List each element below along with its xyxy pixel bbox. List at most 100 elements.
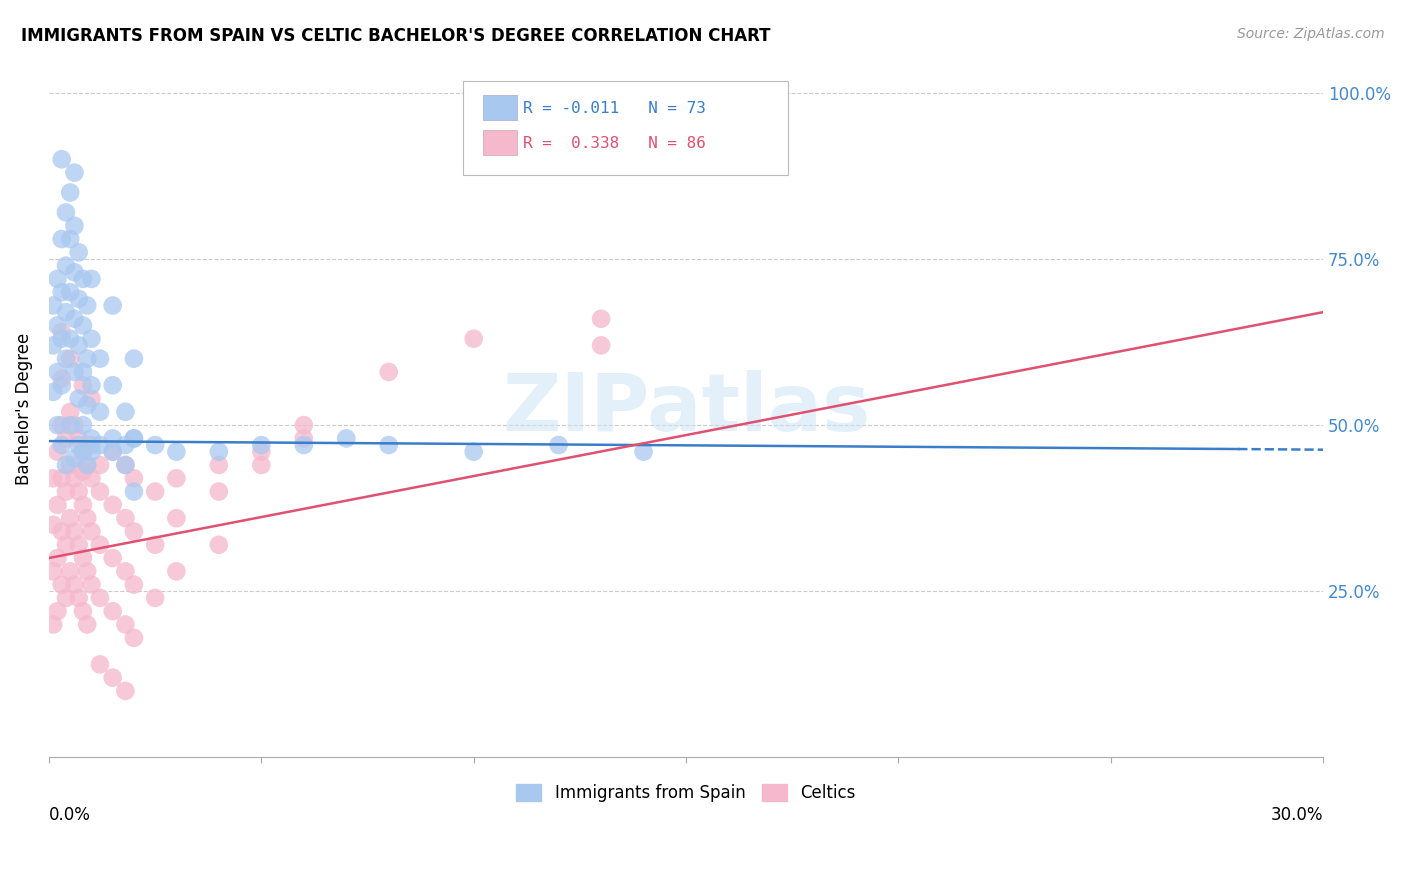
- Point: [89, 657, 111, 672]
- Point: [72, 444, 94, 458]
- Point: [72, 318, 94, 333]
- Text: R = -0.011   N = 73: R = -0.011 N = 73: [523, 101, 706, 116]
- Text: 30.0%: 30.0%: [1271, 806, 1323, 824]
- Point: [42, 384, 65, 399]
- Point: [76, 351, 98, 366]
- Point: [76, 458, 98, 472]
- Point: [76, 298, 98, 312]
- Point: [80, 471, 103, 485]
- FancyBboxPatch shape: [484, 130, 516, 155]
- Point: [63, 418, 86, 433]
- Point: [101, 431, 124, 445]
- Point: [46, 272, 69, 286]
- Point: [80, 272, 103, 286]
- Point: [51, 378, 73, 392]
- Point: [67, 484, 90, 499]
- Point: [165, 511, 187, 525]
- Point: [377, 438, 399, 452]
- Point: [63, 451, 86, 466]
- Point: [51, 332, 73, 346]
- Point: [143, 591, 166, 605]
- Point: [89, 484, 111, 499]
- Point: [51, 325, 73, 339]
- Point: [46, 498, 69, 512]
- Text: ZIPatlas: ZIPatlas: [502, 369, 870, 448]
- Point: [250, 438, 273, 452]
- Point: [63, 165, 86, 179]
- Point: [114, 458, 136, 472]
- Point: [208, 444, 231, 458]
- Point: [80, 438, 103, 452]
- Point: [51, 371, 73, 385]
- Point: [122, 524, 145, 539]
- Point: [42, 517, 65, 532]
- Point: [51, 232, 73, 246]
- Point: [208, 458, 231, 472]
- Point: [46, 365, 69, 379]
- Point: [67, 245, 90, 260]
- Point: [292, 438, 315, 452]
- Point: [101, 298, 124, 312]
- Point: [63, 311, 86, 326]
- Point: [67, 338, 90, 352]
- Point: [59, 332, 82, 346]
- Point: [72, 418, 94, 433]
- Point: [122, 431, 145, 445]
- Point: [80, 332, 103, 346]
- Point: [101, 551, 124, 566]
- Point: [46, 604, 69, 618]
- Point: [101, 498, 124, 512]
- Point: [165, 444, 187, 458]
- Text: Source: ZipAtlas.com: Source: ZipAtlas.com: [1237, 27, 1385, 41]
- Point: [80, 378, 103, 392]
- Point: [143, 484, 166, 499]
- Point: [63, 471, 86, 485]
- Point: [208, 484, 231, 499]
- Point: [72, 378, 94, 392]
- Point: [335, 431, 357, 445]
- Point: [292, 418, 315, 433]
- Point: [59, 418, 82, 433]
- Point: [76, 398, 98, 412]
- Point: [114, 405, 136, 419]
- Legend: Immigrants from Spain, Celtics: Immigrants from Spain, Celtics: [509, 777, 862, 808]
- Point: [59, 186, 82, 200]
- Point: [51, 418, 73, 433]
- FancyBboxPatch shape: [484, 95, 516, 120]
- Point: [51, 438, 73, 452]
- Point: [463, 332, 485, 346]
- Point: [72, 498, 94, 512]
- Point: [42, 298, 65, 312]
- Point: [72, 365, 94, 379]
- Point: [63, 524, 86, 539]
- Point: [114, 617, 136, 632]
- Text: 0.0%: 0.0%: [49, 806, 91, 824]
- Point: [67, 591, 90, 605]
- Point: [114, 438, 136, 452]
- Point: [80, 524, 103, 539]
- Point: [89, 405, 111, 419]
- Point: [63, 577, 86, 591]
- Point: [591, 338, 613, 352]
- Point: [89, 458, 111, 472]
- Point: [55, 259, 77, 273]
- Point: [59, 285, 82, 300]
- Point: [59, 511, 82, 525]
- Point: [46, 444, 69, 458]
- Point: [67, 431, 90, 445]
- Point: [72, 444, 94, 458]
- FancyBboxPatch shape: [463, 80, 787, 175]
- Point: [72, 604, 94, 618]
- Point: [76, 458, 98, 472]
- Point: [59, 405, 82, 419]
- Point: [80, 392, 103, 406]
- Point: [59, 351, 82, 366]
- Point: [143, 438, 166, 452]
- Point: [51, 524, 73, 539]
- Point: [51, 471, 73, 485]
- Point: [101, 604, 124, 618]
- Point: [122, 484, 145, 499]
- Point: [80, 577, 103, 591]
- Point: [292, 431, 315, 445]
- Y-axis label: Bachelor's Degree: Bachelor's Degree: [15, 333, 32, 484]
